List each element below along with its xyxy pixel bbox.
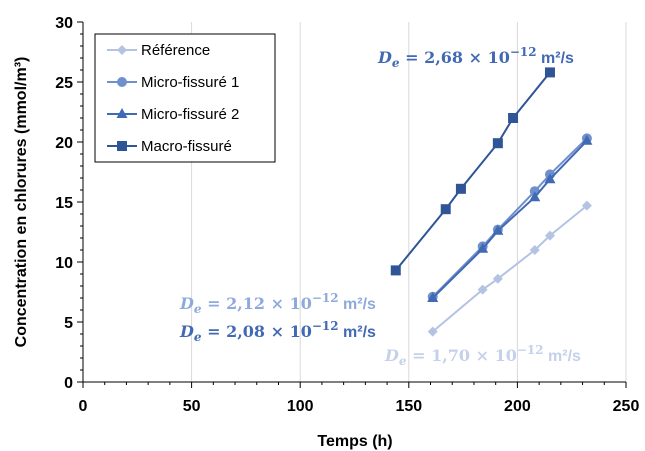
data-point: [117, 141, 127, 151]
x-tick-label: 50: [183, 398, 201, 415]
x-tick-label: 200: [504, 398, 531, 415]
legend-label: Macro-fissuré: [141, 138, 232, 155]
data-point: [508, 113, 519, 123]
data-point: [427, 292, 439, 302]
series-line: [432, 204, 588, 333]
legend-label: Micro-fissuré 2: [141, 106, 239, 123]
y-tick-label: 25: [55, 75, 73, 92]
legend-item: Macro-fissuré: [107, 138, 232, 155]
data-point: [455, 183, 466, 194]
x-tick-label: 100: [287, 398, 314, 415]
annotations: De = 2,68 × 10−12 m²/s De = 2,12 × 10−12 …: [179, 45, 581, 368]
x-tick-label: 0: [79, 398, 88, 415]
y-tick-label: 20: [55, 135, 73, 152]
series-line: [431, 137, 588, 298]
legend-label: Référence: [141, 42, 210, 59]
equation-label: De = 2,08 × 10−12 m²/s: [179, 319, 376, 344]
legend-label: Micro-fissuré 1: [141, 74, 239, 91]
legend-item: Micro-fissuré 2: [107, 106, 239, 123]
equation-label: De = 2,12 × 10−12 m²/s: [179, 291, 376, 316]
axes: [77, 21, 627, 388]
data-point: [477, 242, 489, 253]
legend: Référence Micro-fissuré 1 Micro-fissuré 2 M…: [94, 33, 276, 163]
x-axis-title: Temps (h): [317, 433, 392, 450]
y-tick-label: 0: [64, 375, 73, 392]
x-tick-label: 250: [613, 398, 640, 415]
y-axis-title: Concentration en chlorures (mmol/m³): [13, 57, 30, 348]
series-line: [431, 140, 588, 299]
data-point: [117, 45, 127, 55]
legend-item: Référence: [107, 42, 210, 59]
data-point: [544, 173, 556, 184]
tick-labels: 0 5 10 15 20 25 30 0 50 100 150 200 250: [55, 15, 639, 415]
data-point: [544, 67, 555, 78]
y-tick-label: 30: [55, 15, 73, 32]
x-tick-label: 150: [395, 398, 422, 415]
equation-label: De = 2,68 × 10−12 m²/s: [377, 45, 574, 70]
data-point: [477, 284, 488, 295]
legend-item: Micro-fissuré 1: [107, 74, 239, 91]
data-point: [117, 77, 127, 87]
series-line: [394, 71, 551, 272]
data-point: [492, 224, 504, 235]
y-tick-label: 15: [55, 195, 73, 212]
data-point: [581, 134, 593, 145]
data-point: [544, 230, 555, 241]
y-tick-label: 5: [64, 315, 73, 332]
series-micro-fissur-2: [427, 134, 593, 302]
data-point: [581, 200, 592, 211]
data-point: [440, 204, 451, 215]
series-r-f-rence: [427, 200, 592, 337]
equation-label: De = 1,70 × 10−12 m²/s: [384, 343, 581, 368]
series-macro-fissur-: [390, 67, 555, 276]
data-point: [529, 191, 541, 202]
y-tick-label: 10: [55, 255, 73, 272]
data-point: [492, 138, 503, 149]
data-point: [390, 265, 401, 276]
data-point: [427, 326, 438, 337]
data-point: [116, 108, 128, 118]
series-group: [390, 67, 593, 337]
data-point: [492, 273, 503, 284]
data-point: [529, 245, 540, 255]
legend-box: [94, 33, 276, 163]
